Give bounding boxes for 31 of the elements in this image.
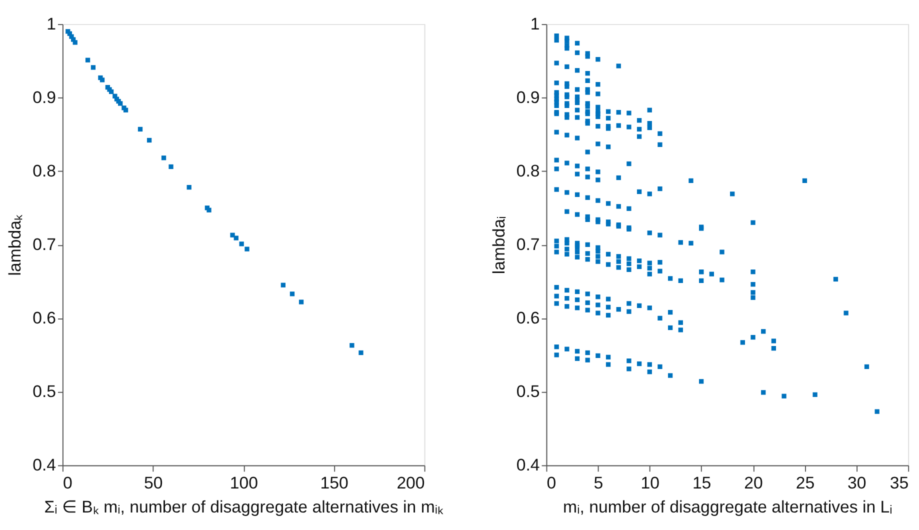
x-tick-label: 15 bbox=[692, 474, 712, 493]
x-tick-label: 30 bbox=[848, 474, 866, 493]
y-tick-label: 0.5 bbox=[32, 382, 56, 402]
x-tick-label: 150 bbox=[320, 474, 348, 493]
x-tick-label: 0 bbox=[546, 474, 556, 493]
y-tick-label: 0.9 bbox=[516, 88, 540, 108]
x-tick-label: 35 bbox=[890, 474, 909, 493]
x-axis-title: mᵢ, number of disaggregate alternatives in Lᵢ bbox=[563, 497, 892, 516]
x-tick-label: 100 bbox=[230, 474, 258, 493]
y-tick-label: 0.7 bbox=[516, 235, 540, 254]
y-tick-label: 0.8 bbox=[32, 162, 56, 181]
y-tick-label: 0.4 bbox=[516, 456, 540, 475]
x-axis-title: Σᵢ ∈ Bₖ mᵢ, number of disaggregate alternatives in mᵢₖ bbox=[44, 497, 444, 516]
y-tick-label: 0.8 bbox=[516, 162, 540, 181]
y-tick-label: 0.6 bbox=[32, 308, 56, 328]
y-tick-label: 1 bbox=[46, 14, 56, 34]
y-tick-label: 0.6 bbox=[516, 308, 540, 328]
x-tick-label: 0 bbox=[62, 474, 72, 493]
x-tick-label: 5 bbox=[594, 474, 604, 493]
y-tick-label: 1 bbox=[530, 14, 540, 34]
y-tick-label: 0.9 bbox=[32, 88, 56, 108]
x-tick-label: 10 bbox=[640, 474, 660, 493]
x-tick-label: 50 bbox=[144, 474, 163, 493]
x-tick-label: 200 bbox=[396, 474, 425, 493]
y-tick-label: 0.4 bbox=[32, 456, 56, 475]
y-tick-label: 0.7 bbox=[32, 235, 56, 254]
x-tick-label: 25 bbox=[796, 474, 815, 493]
y-tick-label: 0.5 bbox=[516, 382, 540, 402]
y-axis-title: lambdaᵢ bbox=[489, 216, 508, 274]
x-tick-label: 20 bbox=[744, 474, 763, 493]
y-axis-title: lambdaₖ bbox=[6, 214, 25, 276]
